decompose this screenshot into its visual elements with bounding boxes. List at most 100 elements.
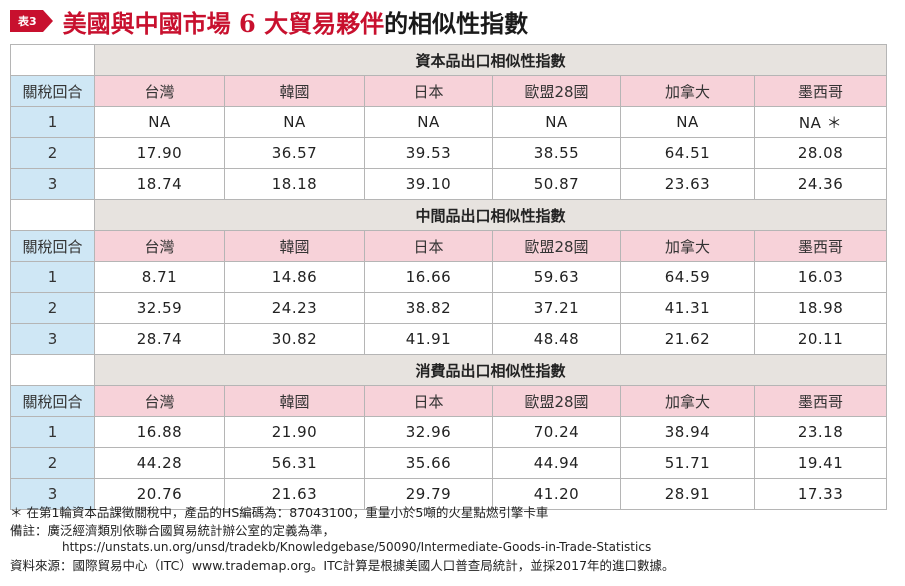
column-header: 台灣 xyxy=(94,75,225,107)
round-number: 1 xyxy=(10,416,95,448)
table-cell: NA xyxy=(364,106,493,138)
table-cell: 36.57 xyxy=(224,137,365,169)
column-header: 歐盟28國 xyxy=(492,230,621,262)
cell-value: 44.28 xyxy=(136,454,183,472)
cell-value: 28.08 xyxy=(797,144,844,162)
page-title: 美國與中國市場 6 大貿易夥伴的相似性指數 xyxy=(63,4,528,39)
table-cell: 17.90 xyxy=(94,137,225,169)
column-header: 韓國 xyxy=(224,75,365,107)
column-header: 歐盟28國 xyxy=(492,385,621,417)
table-cell: 16.88 xyxy=(94,416,225,448)
cell-value: 38.82 xyxy=(405,299,452,317)
cell-value: 18.98 xyxy=(797,299,844,317)
table-cell: 39.53 xyxy=(364,137,493,169)
row-label-header: 關稅回合 xyxy=(10,75,95,107)
section-corner xyxy=(10,354,95,386)
table-cell: 28.74 xyxy=(94,323,225,355)
table-cell: 48.48 xyxy=(492,323,621,355)
column-header: 台灣 xyxy=(94,230,225,262)
table-cell: 24.36 xyxy=(753,168,888,200)
cell-value: 20.76 xyxy=(136,485,183,503)
cell-value: NA xyxy=(545,113,568,131)
cell-value: 17.90 xyxy=(136,144,183,162)
cell-value: 35.66 xyxy=(405,454,452,472)
column-header: 日本 xyxy=(364,230,493,262)
section-title: 中間品出口相似性指數 xyxy=(93,199,888,231)
table-cell: 8.71 xyxy=(94,261,225,293)
cell-value: 36.57 xyxy=(271,144,318,162)
cell-value: 14.86 xyxy=(271,268,318,286)
remark-note: 備註：廣泛經濟類別依聯合國貿易統計辦公室的定義為準， xyxy=(10,522,336,538)
table-row: 2 17.90 36.57 39.53 38.55 64.51 28.08 xyxy=(10,137,888,169)
round-number: 1 xyxy=(10,106,95,138)
table-cell: NA xyxy=(492,106,621,138)
cell-value: NA xyxy=(283,113,306,131)
table-cell: 23.63 xyxy=(620,168,755,200)
column-header-row: 關稅回合 台灣 韓國 日本 歐盟28國 加拿大 墨西哥 xyxy=(10,75,888,107)
column-header: 台灣 xyxy=(94,385,225,417)
source-url: https://unstats.un.org/unsd/tradekb/Know… xyxy=(62,540,652,554)
table-cell: 39.10 xyxy=(364,168,493,200)
table-row: 2 32.59 24.23 38.82 37.21 41.31 18.98 xyxy=(10,292,888,324)
column-header: 韓國 xyxy=(224,385,365,417)
table-cell: 20.11 xyxy=(753,323,888,355)
footnote: ＊ 在第1輪資本品課徵關稅中，產品的HS編碼為：87043100，重量小於5噸的… xyxy=(10,505,549,520)
round-number: 2 xyxy=(10,292,95,324)
cell-value: 23.18 xyxy=(797,423,844,441)
title-main: 美國與中國市場 6 大貿易夥伴 xyxy=(62,8,385,38)
cell-value: 37.21 xyxy=(533,299,580,317)
cell-value: 39.10 xyxy=(405,175,452,193)
table-cell: 56.31 xyxy=(224,447,365,479)
cell-value: 59.63 xyxy=(533,268,580,286)
column-header: 加拿大 xyxy=(620,75,755,107)
table-cell: 38.55 xyxy=(492,137,621,169)
table-cell: 41.91 xyxy=(364,323,493,355)
cell-value: 28.91 xyxy=(664,485,711,503)
cell-value: 16.03 xyxy=(797,268,844,286)
table-number-badge: 表3 xyxy=(10,10,53,32)
section-heading-row: 資本品出口相似性指數 xyxy=(10,44,888,76)
round-number: 3 xyxy=(10,323,95,355)
cell-value: 50.87 xyxy=(533,175,580,193)
cell-value: 18.74 xyxy=(136,175,183,193)
table-cell: 44.94 xyxy=(492,447,621,479)
cell-value: 19.41 xyxy=(797,454,844,472)
cell-value: 20.11 xyxy=(797,330,844,348)
table-cell: NA xyxy=(94,106,225,138)
column-header: 韓國 xyxy=(224,230,365,262)
cell-value: NA xyxy=(148,113,171,131)
table-cell: 16.03 xyxy=(753,261,888,293)
table-cell: 29.79 xyxy=(364,478,493,510)
cell-value: 21.90 xyxy=(271,423,318,441)
table-cell: 18.74 xyxy=(94,168,225,200)
cell-value: 38.94 xyxy=(664,423,711,441)
table-row: 3 18.74 18.18 39.10 50.87 23.63 24.36 xyxy=(10,168,888,200)
round-number: 1 xyxy=(10,261,95,293)
table-cell: 38.94 xyxy=(620,416,755,448)
round-number: 3 xyxy=(10,478,95,510)
table-cell: 37.21 xyxy=(492,292,621,324)
column-header: 日本 xyxy=(364,385,493,417)
table-cell: NA xyxy=(224,106,365,138)
cell-value: 38.55 xyxy=(533,144,580,162)
table-cell: 41.20 xyxy=(492,478,621,510)
cell-value: 30.82 xyxy=(271,330,318,348)
section-title: 消費品出口相似性指數 xyxy=(93,354,888,386)
table-cell: 32.59 xyxy=(94,292,225,324)
column-header: 墨西哥 xyxy=(753,385,888,417)
table-cell: 64.51 xyxy=(620,137,755,169)
table-cell: 64.59 xyxy=(620,261,755,293)
table-cell: 21.90 xyxy=(224,416,365,448)
cell-value: 23.63 xyxy=(664,175,711,193)
column-header: 加拿大 xyxy=(620,385,755,417)
title-suffix: 的相似性指數 xyxy=(384,8,529,38)
cell-value: 32.59 xyxy=(136,299,183,317)
table-cell: NA ＊ xyxy=(753,106,888,138)
section-corner xyxy=(10,44,95,76)
table-cell: 17.33 xyxy=(753,478,888,510)
similarity-index-table: 資本品出口相似性指數 關稅回合 台灣 韓國 日本 歐盟28國 加拿大 墨西哥 1 NA NA NA NA… xyxy=(10,44,888,510)
table-cell: 44.28 xyxy=(94,447,225,479)
notes: ＊ 在第1輪資本品課徵關稅中，產品的HS編碼為：87043100，重量小於5噸的… xyxy=(10,504,675,574)
section-corner xyxy=(10,199,95,231)
cell-value: 21.62 xyxy=(664,330,711,348)
